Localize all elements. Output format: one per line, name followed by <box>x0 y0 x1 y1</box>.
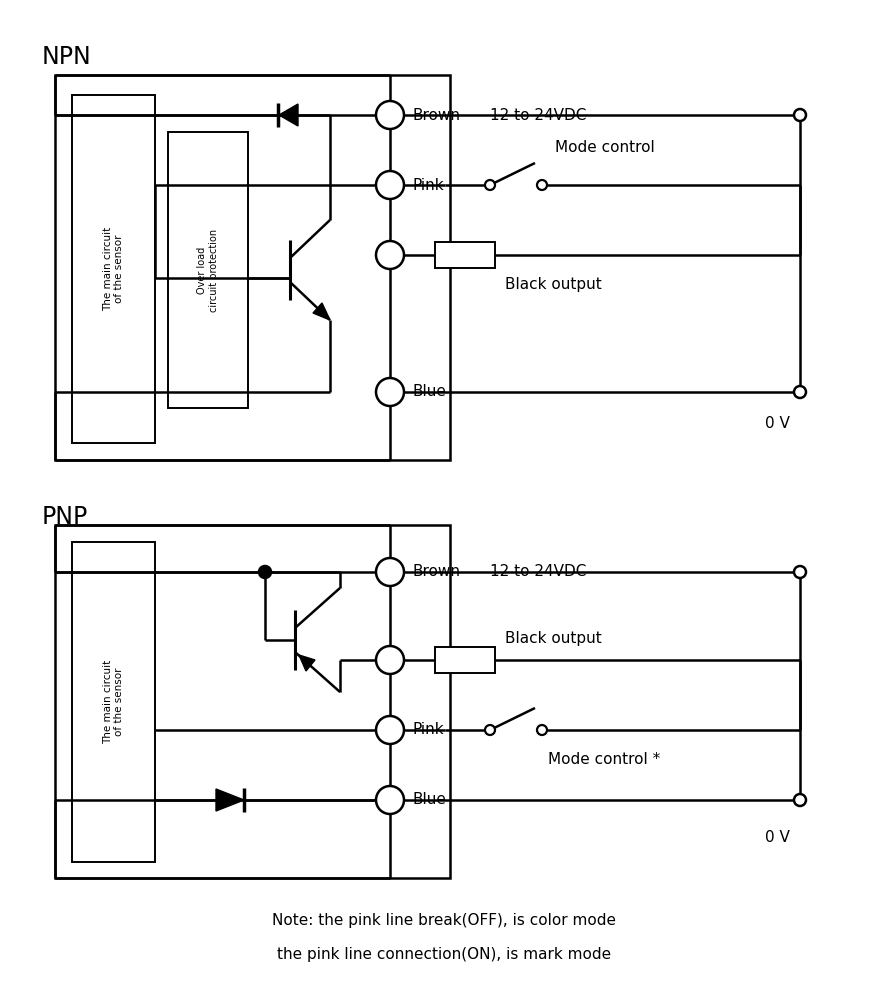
Text: PNP: PNP <box>42 505 88 529</box>
Circle shape <box>376 171 404 199</box>
Text: Pink: Pink <box>412 723 444 738</box>
Circle shape <box>794 566 806 578</box>
Bar <box>72 542 155 862</box>
Text: Brown: Brown <box>412 564 460 580</box>
Text: 3: 3 <box>385 385 394 398</box>
Text: 1: 1 <box>385 565 394 579</box>
Circle shape <box>376 101 404 129</box>
Text: Brown: Brown <box>412 107 460 122</box>
Text: Load: Load <box>450 653 480 666</box>
Text: Note: the pink line break(OFF), is color mode: Note: the pink line break(OFF), is color… <box>272 913 616 927</box>
Circle shape <box>376 716 404 744</box>
Text: 12 to 24VDC: 12 to 24VDC <box>490 107 586 122</box>
Text: 12 to 24VDC: 12 to 24VDC <box>490 564 586 580</box>
Polygon shape <box>279 104 298 126</box>
Circle shape <box>485 180 495 190</box>
Circle shape <box>376 241 404 269</box>
Text: Mode control *: Mode control * <box>548 753 661 768</box>
Text: Over load
circuit protection: Over load circuit protection <box>197 228 218 312</box>
Circle shape <box>537 180 547 190</box>
Circle shape <box>376 646 404 674</box>
Polygon shape <box>216 789 244 811</box>
Text: Black output: Black output <box>505 277 602 293</box>
Text: 1: 1 <box>385 108 394 121</box>
Text: 4: 4 <box>385 248 394 261</box>
Text: Black output: Black output <box>505 631 602 645</box>
Polygon shape <box>299 655 315 671</box>
Circle shape <box>794 109 806 121</box>
Text: 2: 2 <box>385 179 394 192</box>
Text: 0 V: 0 V <box>765 830 790 845</box>
Text: Blue: Blue <box>412 792 446 807</box>
Text: Mode control: Mode control <box>555 139 654 155</box>
Text: The main circuit
of the sensor: The main circuit of the sensor <box>103 660 124 744</box>
Bar <box>55 75 450 460</box>
Bar <box>55 525 450 878</box>
Text: Load: Load <box>450 248 480 261</box>
Bar <box>435 242 495 268</box>
Text: the pink line connection(ON), is mark mode: the pink line connection(ON), is mark mo… <box>277 947 611 962</box>
Circle shape <box>376 558 404 586</box>
Circle shape <box>376 786 404 814</box>
Polygon shape <box>313 303 330 320</box>
Circle shape <box>794 794 806 806</box>
Bar <box>72 95 155 443</box>
Text: The main circuit
of the sensor: The main circuit of the sensor <box>103 226 124 311</box>
Circle shape <box>259 566 271 578</box>
Text: NPN: NPN <box>42 45 91 69</box>
Bar <box>435 647 495 673</box>
Text: 3: 3 <box>385 793 394 806</box>
Text: Pink: Pink <box>412 178 444 193</box>
Text: 2: 2 <box>385 724 394 737</box>
Bar <box>168 132 248 408</box>
Circle shape <box>485 725 495 735</box>
Circle shape <box>537 725 547 735</box>
Circle shape <box>376 378 404 406</box>
Text: 0 V: 0 V <box>765 416 790 432</box>
Text: Blue: Blue <box>412 384 446 399</box>
Text: 4: 4 <box>385 653 394 666</box>
Circle shape <box>794 386 806 398</box>
